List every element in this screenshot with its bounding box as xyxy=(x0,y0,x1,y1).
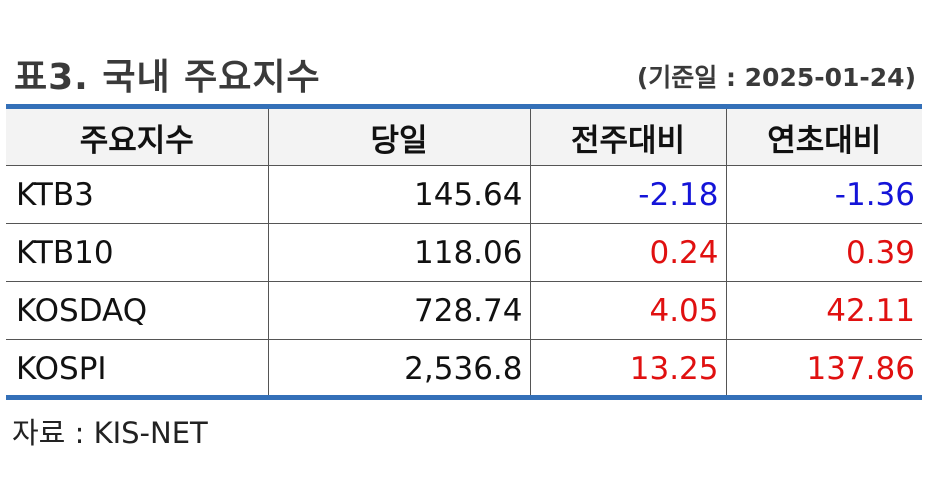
index-name: KOSPI xyxy=(16,350,107,387)
header-week-change: 전주대비 xyxy=(529,109,726,166)
table-row: KOSPI 2,536.8 13.25 137.86 xyxy=(6,339,922,397)
index-name: KOSDAQ xyxy=(6,281,268,340)
index-name: KTB3 xyxy=(6,165,268,224)
header-index: 주요지수 xyxy=(6,109,268,166)
ytd-change-value: 137.86 xyxy=(725,339,922,397)
week-change-value: 4.05 xyxy=(529,281,726,340)
index-table: 주요지수 당일 전주대비 연초대비 KTB3 145.64 -2.18 -1.3… xyxy=(6,109,922,397)
week-change-value: 0.24 xyxy=(529,223,726,282)
header-row: 주요지수 당일 전주대비 연초대비 xyxy=(6,109,922,166)
table-row: KTB3 145.64 -2.18 -1.36 xyxy=(6,165,922,224)
header-ytd-change: 연초대비 xyxy=(725,109,922,166)
week-change-value: 13.25 xyxy=(529,339,726,397)
today-value: 728.74 xyxy=(267,281,530,340)
index-name: KTB10 xyxy=(6,223,268,282)
ytd-change-value: -1.36 xyxy=(725,165,922,224)
bottom-rule xyxy=(6,395,922,400)
top-rule xyxy=(6,104,922,109)
header-today: 당일 xyxy=(267,109,530,166)
ytd-change-value: 0.39 xyxy=(725,223,922,282)
table-row: KTB10 118.06 0.24 0.39 xyxy=(6,223,922,282)
today-value: 145.64 xyxy=(267,165,530,224)
table-title: 표3. 국내 주요지수 xyxy=(14,57,321,98)
today-value: 2,536.8 xyxy=(267,339,530,397)
ytd-change-value: 42.11 xyxy=(725,281,922,340)
week-change-value: -2.18 xyxy=(529,165,726,224)
today-value: 118.06 xyxy=(267,223,530,282)
table-row: KOSDAQ 728.74 4.05 42.11 xyxy=(6,281,922,340)
source-note: 자료 : KIS-NET xyxy=(12,416,208,450)
reference-date: (기준일 : 2025-01-24) xyxy=(636,63,916,92)
